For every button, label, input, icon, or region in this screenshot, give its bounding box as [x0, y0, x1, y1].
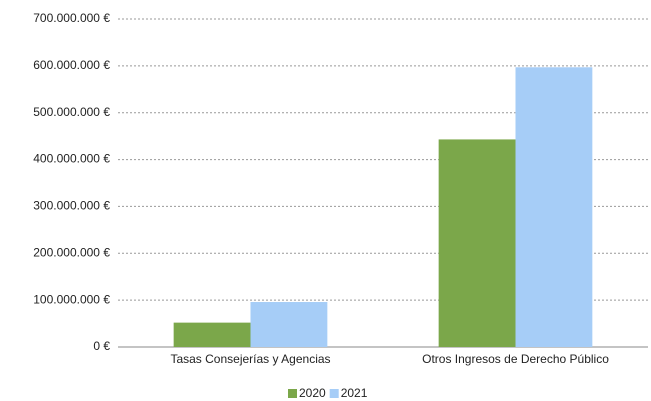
legend-label: 2021 [341, 386, 368, 400]
y-tick-label: 200.000.000 € [33, 245, 110, 259]
y-tick-label: 600.000.000 € [33, 58, 110, 72]
x-tick-label: Tasas Consejerías y Agencias [170, 352, 330, 366]
y-tick-label: 100.000.000 € [33, 292, 110, 306]
bar [515, 67, 593, 348]
legend-label: 2020 [299, 386, 326, 400]
bar [250, 302, 328, 347]
y-tick-label: 500.000.000 € [33, 105, 110, 119]
legend-swatch [288, 389, 297, 398]
legend-swatch [329, 389, 339, 398]
x-tick-label: Otros Ingresos de Derecho Público [422, 352, 609, 366]
y-tick-label: 700.000.000 € [33, 11, 110, 25]
y-tick-label: 300.000.000 € [33, 199, 110, 213]
bar [438, 139, 516, 347]
bar [173, 322, 251, 347]
y-tick-label: 400.000.000 € [33, 152, 110, 166]
y-tick-label: 0 € [93, 339, 110, 353]
